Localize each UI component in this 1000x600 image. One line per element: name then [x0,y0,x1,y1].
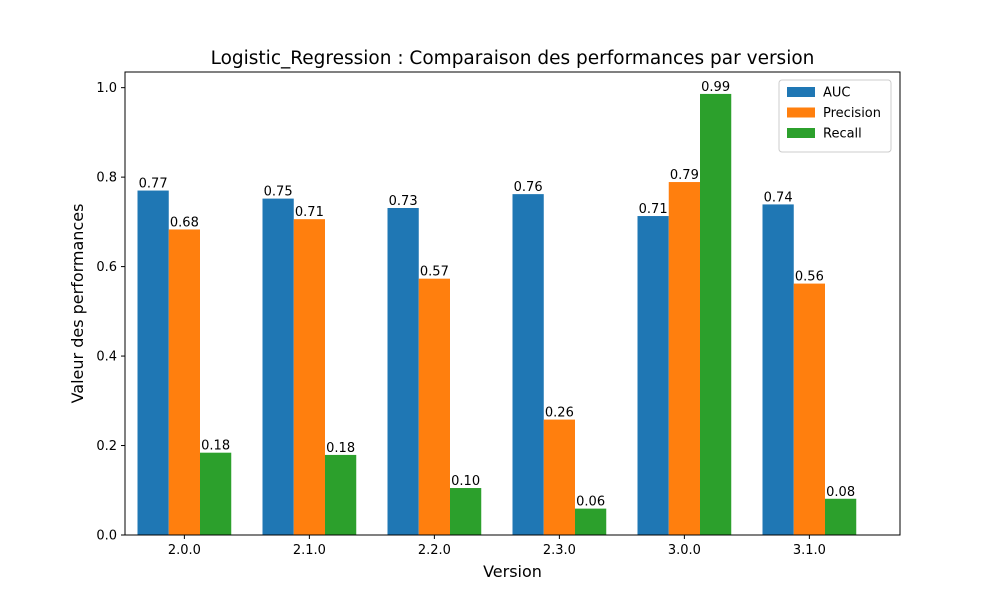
data-label-recall-2.1.0: 0.18 [326,441,355,456]
legend-swatch-recall [787,128,815,138]
legend: AUC Precision Recall [778,79,892,153]
y-tick-label: 0.0 [96,529,117,544]
bar-precision-2.0.0 [168,229,200,536]
data-label-auc-2.0.0: 0.77 [139,177,168,192]
bar-auc-3.0.0 [637,216,669,536]
y-tick-label: 0.8 [96,171,117,186]
y-tick-label: 1.0 [96,81,117,96]
y-tick-label: 0.6 [96,260,117,275]
x-tick-label: 2.2.0 [418,543,451,558]
data-label-precision-2.0.0: 0.68 [170,215,199,230]
data-label-auc-3.1.0: 0.74 [764,190,793,205]
bar-recall-2.1.0 [325,454,357,535]
bar-precision-2.3.0 [543,419,575,535]
x-tick-label: 2.0.0 [168,543,201,558]
bar-precision-3.0.0 [668,182,700,535]
legend-label-auc: AUC [823,86,851,101]
legend-swatch-auc [787,87,815,97]
y-axis-label: Valeur des performances [68,204,87,404]
y-tick-label: 0.2 [96,439,117,454]
data-label-recall-2.3.0: 0.06 [576,495,605,510]
x-tick-label: 3.0.0 [668,543,701,558]
data-label-precision-3.0.0: 0.79 [670,168,699,183]
bar-auc-2.2.0 [387,207,419,536]
x-tick-label: 2.3.0 [543,543,576,558]
bar-auc-2.1.0 [262,198,294,535]
plot-area: 0.77 0.75 0.73 0.76 0.71 0.74 0.68 0.71 0.57 0.26… [96,71,901,558]
legend-swatch-precision [787,107,815,118]
bar-precision-2.1.0 [293,219,325,535]
bar-recall-2.2.0 [450,488,482,535]
data-label-precision-2.1.0: 0.71 [295,205,324,220]
bar-recall-3.1.0 [825,498,857,535]
data-label-auc-2.3.0: 0.76 [514,180,543,195]
data-label-recall-3.0.0: 0.99 [701,80,730,95]
bar-precision-3.1.0 [793,283,825,535]
bar-auc-3.1.0 [762,204,794,536]
bar-recall-3.0.0 [700,93,732,536]
axes-frame [124,71,901,536]
x-axis-label: Version [483,562,542,581]
data-label-precision-3.1.0: 0.56 [795,270,824,285]
legend-label-precision: Precision [823,106,881,121]
bar-auc-2.0.0 [137,190,169,535]
data-label-recall-2.2.0: 0.10 [451,474,480,489]
y-tick-label: 0.4 [96,350,117,365]
data-label-auc-2.1.0: 0.75 [264,185,293,200]
data-label-precision-2.3.0: 0.26 [545,406,574,421]
data-label-precision-2.2.0: 0.57 [420,265,449,280]
legend-label-recall: Recall [823,127,862,142]
data-label-auc-2.2.0: 0.73 [389,194,418,209]
bar-recall-2.0.0 [200,452,232,535]
data-label-auc-3.0.0: 0.71 [639,202,668,217]
x-tick-label: 2.1.0 [293,543,326,558]
bar-recall-2.3.0 [575,508,607,535]
x-tick-label: 3.1.0 [793,543,826,558]
data-label-recall-3.1.0: 0.08 [826,485,855,500]
data-label-recall-2.0.0: 0.18 [201,439,230,454]
bar-auc-2.3.0 [512,194,544,535]
chart-title: Logistic_Regression : Comparaison des pe… [211,48,815,69]
bar-precision-2.2.0 [418,278,450,535]
